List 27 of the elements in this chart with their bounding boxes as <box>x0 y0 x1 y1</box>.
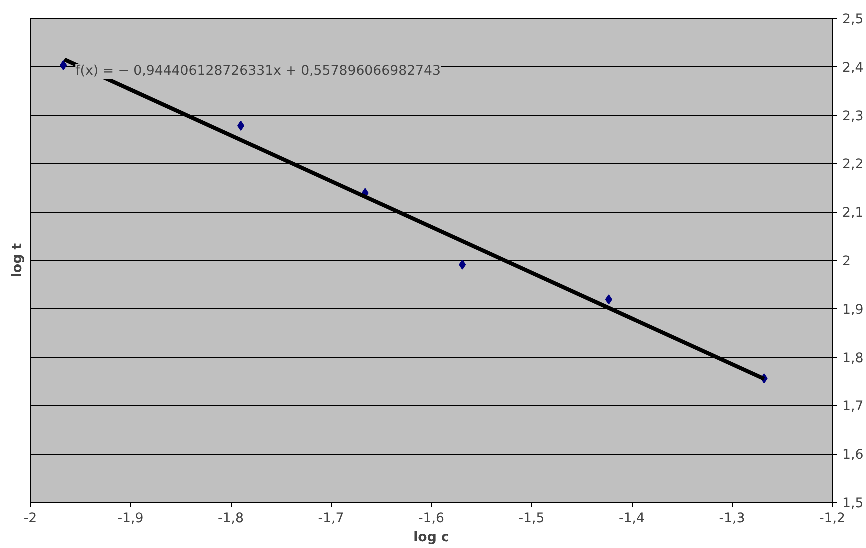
point <box>459 260 466 270</box>
x-tick-label: -1,7 <box>318 512 344 526</box>
point <box>605 294 612 305</box>
y-tick-label: 2,5 <box>842 12 864 28</box>
y-tick-label: 2 <box>842 254 851 270</box>
x-tick-label: -1,8 <box>218 512 244 526</box>
x-tick-label: -1,6 <box>418 512 445 526</box>
y-tick-label: 2,3 <box>842 109 864 124</box>
x-tick-label: -1,2 <box>819 512 846 526</box>
y-tick-label: 2,1 <box>842 206 864 222</box>
annotation: f(x) = − 0,944406128726331x + 0,557896066982743 <box>76 64 442 79</box>
y-tick-label: 1,5 <box>842 496 864 512</box>
x-tick-label: -2 <box>24 512 38 526</box>
y-tick-label: 2,2 <box>842 158 864 173</box>
y-tick-label: 1,9 <box>842 302 864 318</box>
y-tick-label: 2,4 <box>842 60 864 76</box>
x-tick-label: -1,5 <box>518 512 545 526</box>
x-tick-label: -1,9 <box>118 512 144 526</box>
y-axis-title: log t <box>10 242 26 278</box>
point <box>238 120 245 131</box>
y-tick-label: 1,6 <box>842 448 864 464</box>
x-tick-label: -1,4 <box>618 512 646 526</box>
x-axis-title: log c <box>414 530 450 546</box>
point <box>60 60 68 70</box>
x-tick-label: -1,3 <box>719 512 746 526</box>
y-tick-label: 1,8 <box>842 351 864 366</box>
y-tick-label: 1,7 <box>842 400 864 415</box>
